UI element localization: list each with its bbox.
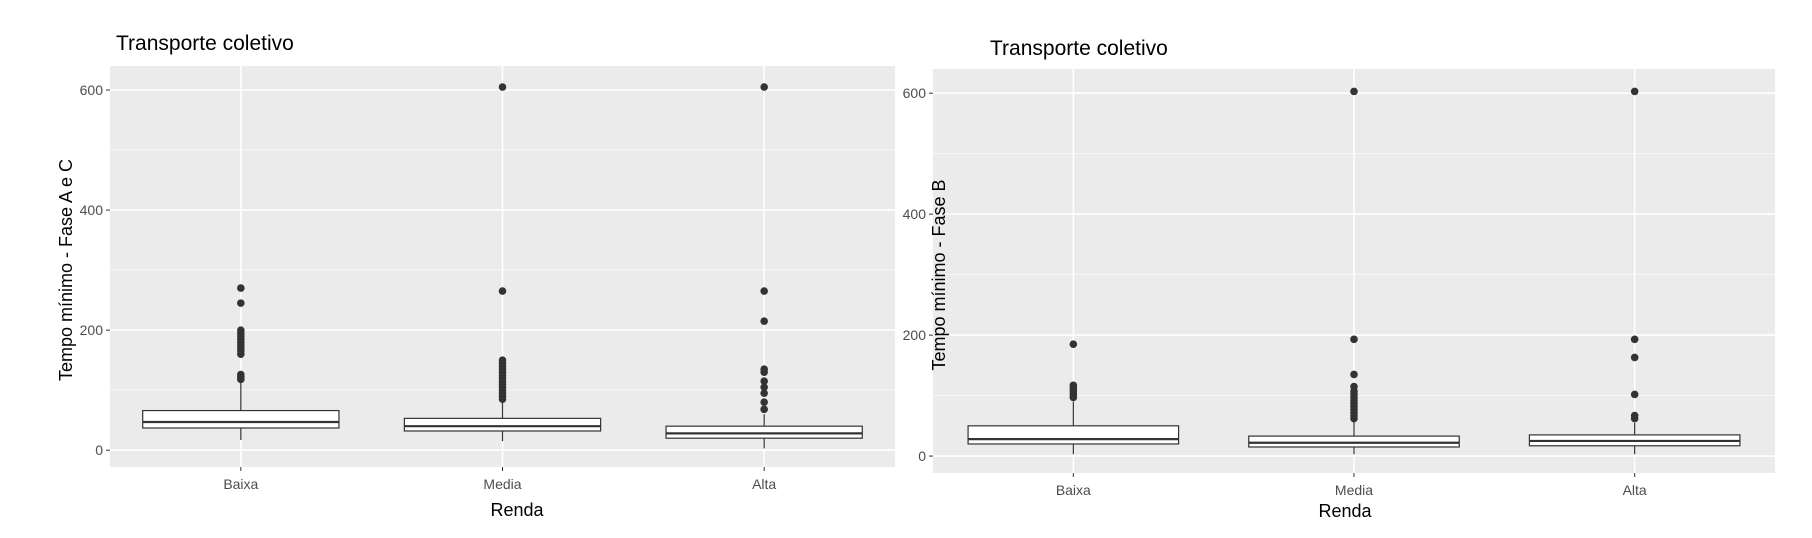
box-iqr bbox=[142, 409, 340, 429]
chart-title: Transporte coletivo bbox=[990, 37, 1168, 60]
chart-fase-b: Transporte coletivo Renda Tempo mínimo -… bbox=[903, 37, 1775, 521]
box-alta bbox=[1528, 87, 1741, 455]
y-axis-title: Tempo mínimo - Fase A e C bbox=[56, 159, 76, 381]
outlier-point bbox=[760, 377, 768, 385]
outlier-point bbox=[237, 299, 245, 307]
box-alta bbox=[665, 83, 863, 449]
outlier-point bbox=[760, 317, 768, 325]
plot-area bbox=[933, 69, 1775, 473]
outlier-point bbox=[237, 326, 245, 334]
outlier-point bbox=[760, 405, 768, 414]
outlier-point bbox=[1350, 335, 1358, 344]
outlier-point bbox=[498, 287, 507, 295]
x-tick-label: Baixa bbox=[223, 476, 258, 492]
box-baixa bbox=[967, 340, 1180, 455]
box-iqr bbox=[403, 417, 602, 432]
outlier-point bbox=[237, 284, 245, 292]
box-iqr bbox=[665, 425, 863, 439]
y-tick-label: 600 bbox=[903, 85, 927, 101]
chart-fase-a-c: Transporte coletivo Renda Tempo mínimo -… bbox=[56, 32, 895, 520]
x-tick-label: Media bbox=[1335, 482, 1373, 498]
y-tick-label: 200 bbox=[903, 327, 927, 343]
outlier-point bbox=[1630, 335, 1639, 344]
box-media bbox=[1248, 87, 1460, 455]
plot-area bbox=[110, 66, 895, 467]
outlier-point bbox=[1630, 411, 1639, 420]
outlier-point bbox=[760, 389, 768, 397]
y-axis-title: Tempo mínimo - Fase B bbox=[929, 179, 949, 370]
outlier-point bbox=[1350, 370, 1358, 379]
x-tick-label: Baixa bbox=[1056, 482, 1091, 498]
outlier-point bbox=[1069, 381, 1078, 390]
x-axis-title: Renda bbox=[1318, 501, 1372, 521]
y-tick-label: 600 bbox=[80, 82, 104, 98]
outlier-point bbox=[1350, 382, 1358, 391]
outlier-point bbox=[498, 356, 507, 364]
box-iqr bbox=[967, 425, 1180, 445]
x-tick-label: Alta bbox=[1623, 482, 1647, 498]
y-tick-label: 200 bbox=[80, 322, 104, 338]
box-baixa bbox=[142, 284, 340, 440]
outlier-point bbox=[760, 287, 768, 295]
outlier-point bbox=[760, 365, 768, 373]
outlier-point bbox=[237, 370, 245, 379]
y-tick-label: 0 bbox=[918, 448, 926, 464]
box-iqr bbox=[1248, 435, 1460, 448]
outlier-point bbox=[760, 83, 768, 91]
outlier-point bbox=[760, 383, 768, 391]
y-tick-label: 0 bbox=[95, 442, 103, 458]
outlier-point bbox=[1630, 390, 1639, 399]
outlier-point bbox=[1630, 353, 1639, 362]
outlier-point bbox=[1630, 87, 1639, 96]
x-axis-title: Renda bbox=[490, 500, 544, 520]
box-media bbox=[403, 83, 602, 442]
y-tick-label: 400 bbox=[903, 206, 927, 222]
outlier-point bbox=[760, 398, 768, 406]
outlier-point bbox=[1350, 87, 1358, 96]
x-tick-label: Alta bbox=[752, 476, 776, 492]
outlier-point bbox=[1069, 340, 1078, 348]
y-tick-label: 400 bbox=[80, 202, 104, 218]
outlier-point bbox=[498, 83, 507, 91]
x-tick-label: Media bbox=[483, 476, 521, 492]
chart-title: Transporte coletivo bbox=[116, 32, 294, 55]
